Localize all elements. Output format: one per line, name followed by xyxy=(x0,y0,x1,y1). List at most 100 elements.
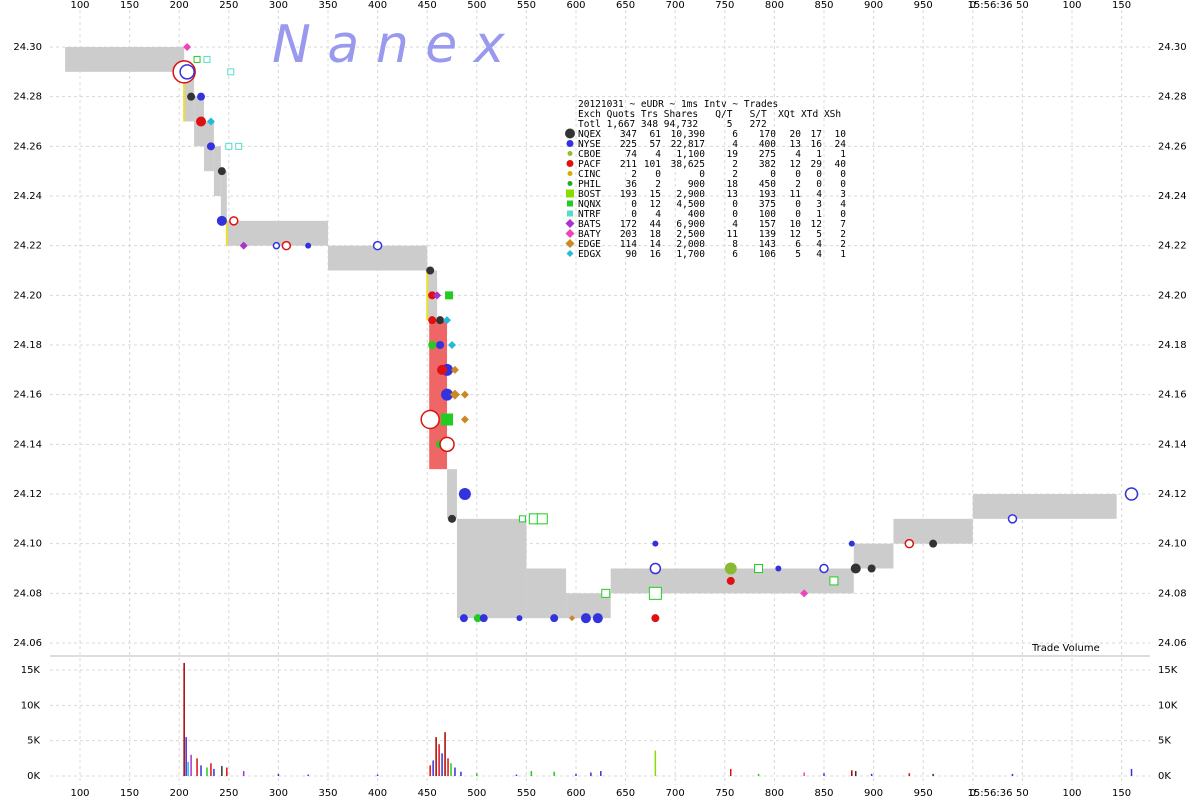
legend-cell-xsh: 0 xyxy=(840,169,846,180)
volume-bar xyxy=(277,773,280,776)
trade-marker xyxy=(819,563,829,574)
legend-cell-st: 375 xyxy=(759,199,776,210)
x-tick-bottom: 450 xyxy=(418,788,437,799)
nbbo-step xyxy=(213,146,221,196)
legend-marker-edgx xyxy=(566,250,574,257)
nbbo-band xyxy=(893,518,973,544)
volume-bar xyxy=(454,767,456,776)
legend-cell-xtd: 1 xyxy=(816,149,822,160)
x-tick-top: 600 xyxy=(566,0,585,11)
trade-marker xyxy=(775,565,782,572)
trade-marker xyxy=(428,291,437,300)
trade-marker xyxy=(652,540,659,547)
trade-marker xyxy=(193,55,201,63)
trade-marker xyxy=(272,241,281,250)
trade-marker xyxy=(458,488,471,500)
x-tick-top: 400 xyxy=(368,0,387,11)
legend-cell-xtd: 1 xyxy=(816,209,822,220)
legend-cell-xsh: 2 xyxy=(840,239,846,250)
trade-marker xyxy=(281,240,292,251)
price-tick-right: 24.18 xyxy=(1158,340,1187,351)
legend-cell-xtd: 0 xyxy=(816,179,822,190)
x-tick-bottom: 100 xyxy=(1062,788,1081,799)
x-tick-top: 700 xyxy=(666,0,685,11)
legend-cell-xtd: 4 xyxy=(816,249,822,260)
legend-cell-xtd: 4 xyxy=(816,189,822,200)
axes: 1001001501502002002502503003003503504004… xyxy=(13,0,1186,799)
trade-marker xyxy=(450,365,459,374)
legend-cell-xqt: 12 xyxy=(790,159,801,170)
vol-tick-right: 5K xyxy=(1158,736,1171,747)
nbbo-band xyxy=(526,568,567,619)
trade-marker xyxy=(183,43,192,51)
volume-bar xyxy=(1011,773,1014,776)
x-tick-top: 100 xyxy=(1062,0,1081,11)
trade-marker xyxy=(439,436,455,453)
price-tick-left: 24.20 xyxy=(13,290,42,301)
trade-marker xyxy=(800,589,809,598)
legend-cell-shares: 2,000 xyxy=(676,239,705,250)
legend-cell-exch: BATY xyxy=(578,229,601,240)
x-tick-bottom: 550 xyxy=(517,788,536,799)
x-tick-top: 500 xyxy=(467,0,486,11)
trade-marker xyxy=(516,615,523,622)
legend-cell-quotes: 0 xyxy=(631,199,637,210)
volume-bar xyxy=(757,773,760,776)
trade-marker xyxy=(216,215,227,226)
legend-marker-ntrf xyxy=(567,210,573,217)
price-tick-left: 24.06 xyxy=(13,638,42,649)
legend-cell-xtd: 4 xyxy=(816,239,822,250)
trade-marker xyxy=(225,142,233,150)
trade-marker xyxy=(433,291,442,300)
legend-cell-trades: 101 xyxy=(644,159,661,170)
volume-bar xyxy=(515,774,518,776)
trade-marker xyxy=(196,116,207,127)
price-tick-right: 24.12 xyxy=(1158,489,1187,500)
volume-bar xyxy=(429,765,431,776)
trade-marker xyxy=(724,562,737,575)
exchange-legend: 20121031 ~ eUDR ~ 1ms Intv ~ TradesExch … xyxy=(565,99,846,260)
legend-cell-xqt: 6 xyxy=(795,239,801,250)
volume-bar xyxy=(200,765,202,776)
legend-cell-qt: 19 xyxy=(727,149,739,160)
legend-cell-shares: 400 xyxy=(688,209,705,220)
volume-bar xyxy=(210,763,212,776)
legend-cell-xsh: 24 xyxy=(835,139,847,150)
trade-marker xyxy=(459,614,468,623)
legend-cell-quotes: 114 xyxy=(620,239,637,250)
trade-marker xyxy=(187,92,196,101)
legend-marker-bost xyxy=(566,189,574,198)
vol-tick-left: 10K xyxy=(21,700,41,711)
legend-cell-quotes: 74 xyxy=(626,149,638,160)
volume-bar xyxy=(183,662,185,776)
legend-cell-trades: 15 xyxy=(650,189,661,200)
trade-marker xyxy=(305,242,312,249)
volume-bar xyxy=(575,773,577,776)
legend-marker-bats xyxy=(565,219,575,228)
vol-tick-right: 10K xyxy=(1158,700,1178,711)
x-tick-bottom: 200 xyxy=(170,788,189,799)
legend-cell-shares: 1,100 xyxy=(676,149,705,160)
timestamp-top: 15:56:36 xyxy=(968,0,1013,11)
x-tick-top: 250 xyxy=(219,0,238,11)
trade-marker xyxy=(436,316,445,325)
trade-marker xyxy=(649,562,662,575)
trade-marker xyxy=(206,142,215,151)
legend-cell-quotes: 203 xyxy=(620,229,637,240)
price-tick-right: 24.26 xyxy=(1158,141,1187,152)
volume-bar xyxy=(242,771,245,776)
volume-bar xyxy=(823,773,825,776)
price-tick-right: 24.30 xyxy=(1158,42,1187,53)
volume-bar xyxy=(530,771,533,776)
vol-tick-left: 5K xyxy=(27,736,40,747)
legend-cell-shares: 38,625 xyxy=(671,159,705,170)
trade-marker xyxy=(420,409,440,430)
legend-title: 20121031 ~ eUDR ~ 1ms Intv ~ Trades xyxy=(578,99,778,110)
legend-cell-quotes: 36 xyxy=(626,179,638,190)
legend-marker-nyse xyxy=(566,140,574,147)
legend-cell-xsh: 1 xyxy=(840,249,846,260)
legend-cell-qt: 2 xyxy=(732,159,738,170)
volume-bar xyxy=(307,774,309,776)
volume-bar xyxy=(196,758,198,776)
